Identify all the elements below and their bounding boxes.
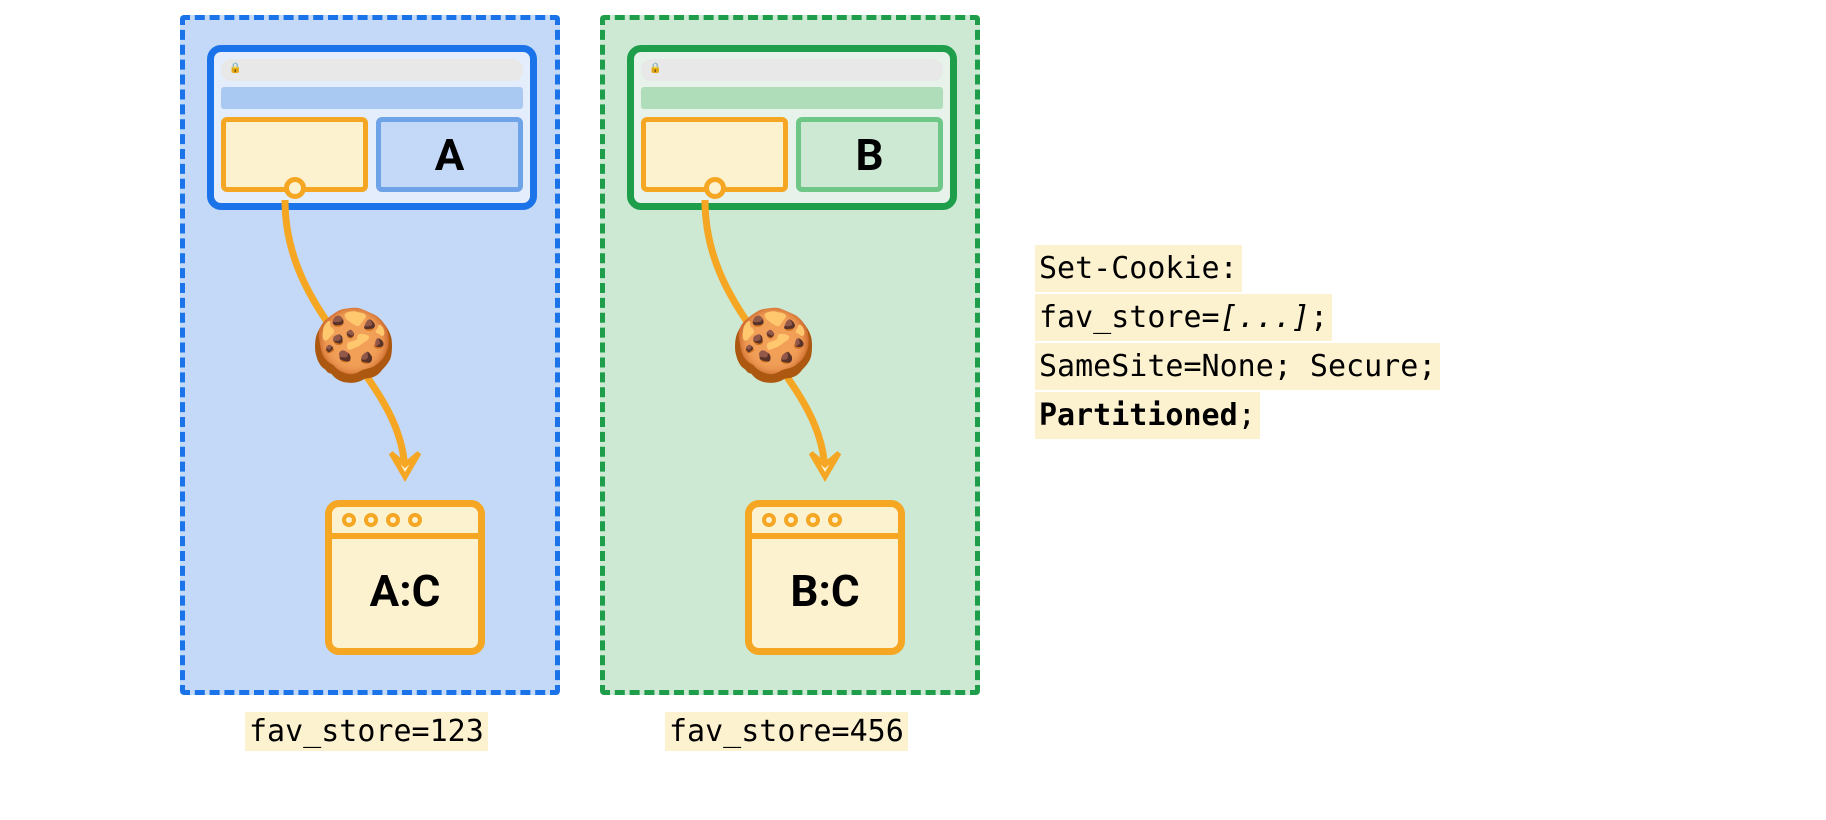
- set-cookie-code: Set-Cookie: fav_store=[...]; SameSite=No…: [1035, 245, 1440, 441]
- embed-origin-dot-b: [704, 177, 726, 199]
- address-bar-a: 🔒: [221, 59, 523, 81]
- code-line-2: fav_store=[...];: [1035, 294, 1332, 341]
- embed-pane-a: [221, 117, 368, 192]
- embed-pane-b: [641, 117, 788, 192]
- lock-icon: 🔒: [649, 63, 659, 75]
- cookie-icon-a: 🍪: [310, 305, 397, 387]
- site-pane-b: B: [796, 117, 943, 192]
- lock-icon: 🔒: [229, 63, 239, 75]
- caption-b: fav_store=456: [665, 712, 908, 751]
- address-bar-b: 🔒: [641, 59, 943, 81]
- code-line-4: Partitioned;: [1035, 392, 1260, 439]
- caption-a: fav_store=123: [245, 712, 488, 751]
- browser-window-a: 🔒 A: [207, 45, 537, 210]
- code-line-1: Set-Cookie:: [1035, 245, 1242, 292]
- site-label-b: B: [855, 129, 883, 181]
- storage-label-b: B:C: [752, 539, 898, 642]
- storage-label-a: A:C: [332, 539, 478, 642]
- site-label-a: A: [435, 129, 465, 181]
- cookie-icon-b: 🍪: [730, 305, 817, 387]
- toolbar-b: [641, 87, 943, 109]
- toolbar-a: [221, 87, 523, 109]
- browser-window-b: 🔒 B: [627, 45, 957, 210]
- partition-b: 🔒 B 🍪 B:C: [600, 15, 980, 695]
- code-line-3: SameSite=None; Secure;: [1035, 343, 1440, 390]
- partition-a: 🔒 A 🍪 A:C: [180, 15, 560, 695]
- embed-origin-dot-a: [284, 177, 306, 199]
- site-pane-a: A: [376, 117, 523, 192]
